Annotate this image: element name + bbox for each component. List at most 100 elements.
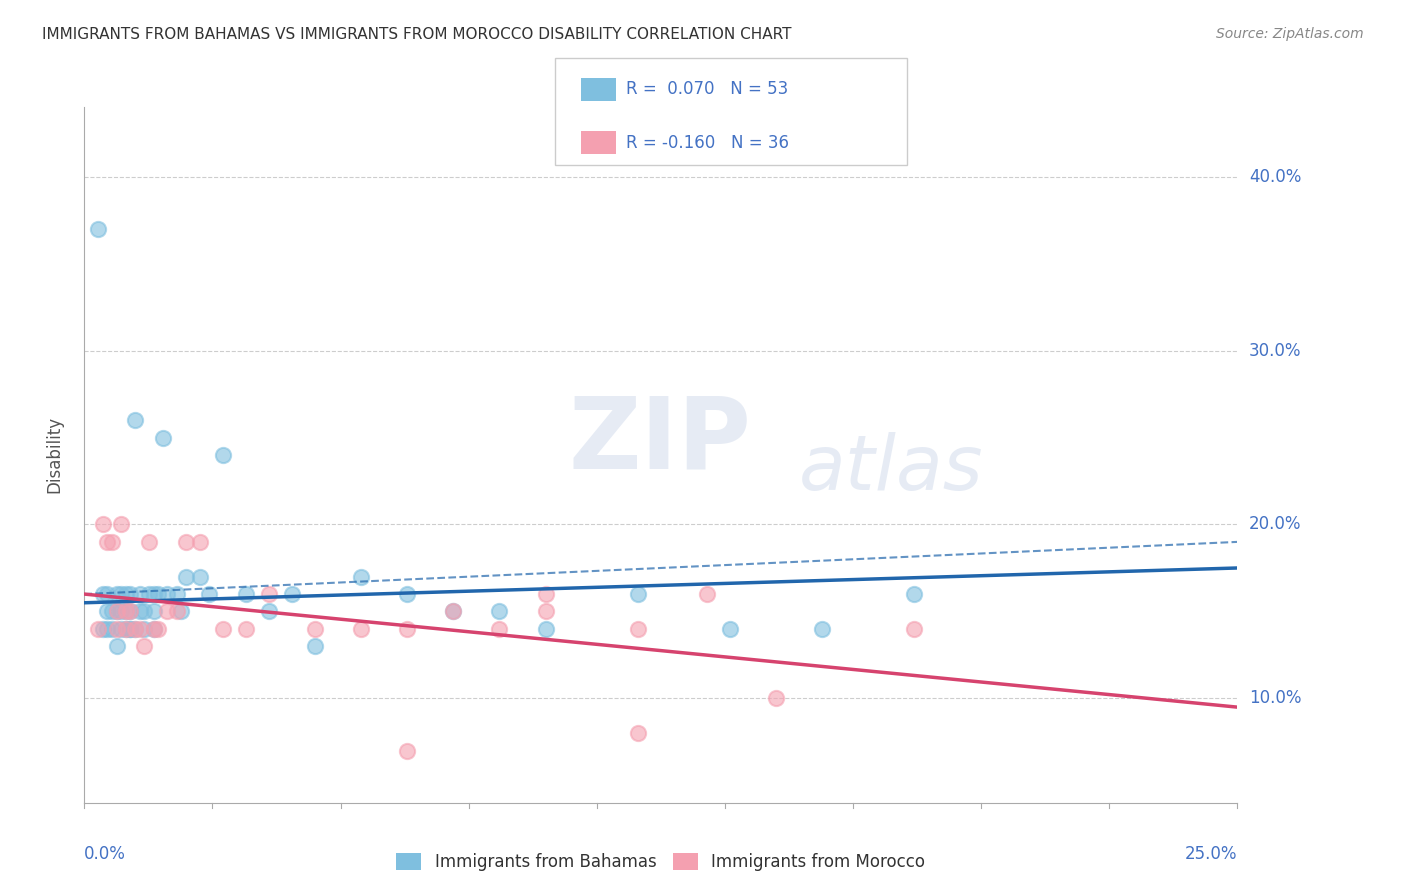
Y-axis label: Disability: Disability <box>45 417 63 493</box>
Point <box>142 622 165 636</box>
Point <box>101 534 124 549</box>
Point <box>696 587 718 601</box>
Point <box>488 622 510 636</box>
Text: 10.0%: 10.0% <box>1249 690 1302 707</box>
Point <box>87 622 110 636</box>
Point <box>811 622 834 636</box>
Point <box>120 622 142 636</box>
Point <box>534 622 557 636</box>
Point <box>96 587 118 601</box>
Point <box>142 587 165 601</box>
Point <box>115 622 138 636</box>
Point <box>115 605 138 619</box>
Point <box>105 605 128 619</box>
Point <box>101 605 124 619</box>
Point <box>235 587 257 601</box>
Point <box>142 605 165 619</box>
Point <box>124 622 146 636</box>
Text: ZIP: ZIP <box>568 392 751 490</box>
Point <box>146 587 169 601</box>
Point <box>120 587 142 601</box>
Point <box>128 622 150 636</box>
Text: 30.0%: 30.0% <box>1249 342 1302 359</box>
Point <box>128 587 150 601</box>
Text: 0.0%: 0.0% <box>84 845 127 863</box>
Point <box>488 605 510 619</box>
Point <box>96 622 118 636</box>
Point <box>105 605 128 619</box>
Point <box>110 517 132 532</box>
Point <box>211 622 233 636</box>
Point <box>120 622 142 636</box>
Point <box>718 622 741 636</box>
Point <box>166 587 188 601</box>
Point <box>105 622 128 636</box>
Point <box>120 605 142 619</box>
Point <box>120 605 142 619</box>
Point <box>903 587 925 601</box>
Point <box>138 587 160 601</box>
Text: Source: ZipAtlas.com: Source: ZipAtlas.com <box>1216 27 1364 41</box>
Point <box>396 622 419 636</box>
Point <box>765 691 787 706</box>
Point <box>534 587 557 601</box>
Point <box>91 587 114 601</box>
Point <box>281 587 304 601</box>
Text: R =  0.070   N = 53: R = 0.070 N = 53 <box>626 80 787 98</box>
Point <box>627 726 650 740</box>
Point <box>441 605 464 619</box>
Text: 40.0%: 40.0% <box>1249 168 1301 186</box>
Point <box>115 622 138 636</box>
Point <box>91 622 114 636</box>
Legend: Immigrants from Bahamas, Immigrants from Morocco: Immigrants from Bahamas, Immigrants from… <box>389 847 932 878</box>
Point <box>235 622 257 636</box>
Point <box>110 587 132 601</box>
Text: 20.0%: 20.0% <box>1249 516 1302 533</box>
Point <box>534 605 557 619</box>
Point <box>188 534 211 549</box>
Point <box>105 639 128 653</box>
Text: 25.0%: 25.0% <box>1185 845 1237 863</box>
Point <box>128 605 150 619</box>
Point <box>211 448 233 462</box>
Point <box>174 570 197 584</box>
Point <box>198 587 221 601</box>
Point <box>110 622 132 636</box>
Point <box>87 222 110 236</box>
Point <box>304 622 326 636</box>
Point <box>156 605 179 619</box>
Point <box>903 622 925 636</box>
Point <box>110 605 132 619</box>
Point <box>124 622 146 636</box>
Point <box>91 517 114 532</box>
Point <box>134 639 156 653</box>
Point <box>396 587 419 601</box>
Point <box>96 605 118 619</box>
Point <box>350 570 373 584</box>
Point <box>134 622 156 636</box>
Point <box>152 430 174 444</box>
Point <box>142 622 165 636</box>
Point <box>627 587 650 601</box>
Point <box>188 570 211 584</box>
Point <box>350 622 373 636</box>
Point <box>257 605 280 619</box>
Point <box>166 605 188 619</box>
Point <box>304 639 326 653</box>
Point <box>396 744 419 758</box>
Text: atlas: atlas <box>799 432 984 506</box>
Point <box>96 534 118 549</box>
Point <box>134 605 156 619</box>
Point <box>101 622 124 636</box>
Point <box>105 587 128 601</box>
Point <box>257 587 280 601</box>
Point <box>174 534 197 549</box>
Text: R = -0.160   N = 36: R = -0.160 N = 36 <box>626 134 789 152</box>
Point <box>124 413 146 427</box>
Point <box>115 587 138 601</box>
Point <box>170 605 193 619</box>
Point <box>146 622 169 636</box>
Point <box>115 605 138 619</box>
Point <box>156 587 179 601</box>
Point <box>441 605 464 619</box>
